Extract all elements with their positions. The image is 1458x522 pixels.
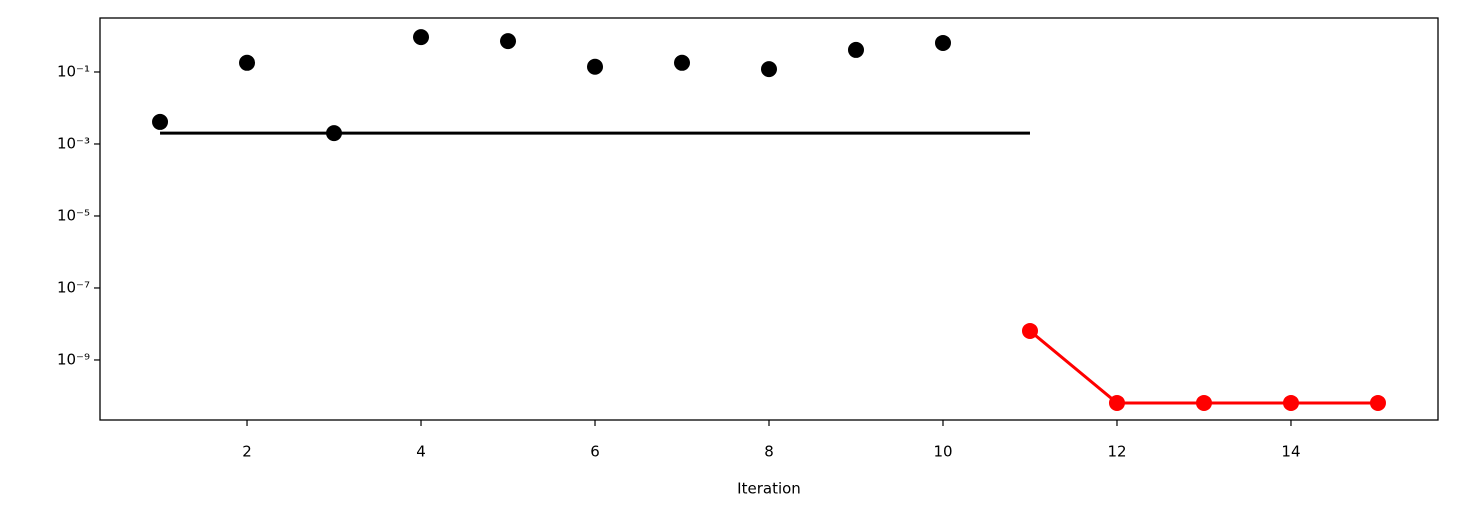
point <box>152 113 169 130</box>
point <box>587 58 604 75</box>
x-axis-label: Iteration <box>737 480 801 498</box>
y-tick-label: 10⁻⁷ <box>57 278 90 296</box>
x-tick-label: 4 <box>416 443 426 461</box>
point <box>934 34 951 51</box>
point <box>1369 394 1386 411</box>
x-tick-label: 8 <box>764 443 774 461</box>
y-tick-label: 10⁻⁹ <box>57 350 90 368</box>
x-tick-label: 6 <box>590 443 600 461</box>
x-tick-label: 12 <box>1107 443 1126 461</box>
series-line <box>1029 329 1378 405</box>
x-tick-label: 14 <box>1281 443 1300 461</box>
y-tick-label: 10⁻¹ <box>57 62 90 80</box>
x-tick-label: 10 <box>933 443 952 461</box>
plot-frame <box>99 17 1439 421</box>
y-tick-label: 10⁻⁵ <box>57 206 90 224</box>
x-tick-label: 2 <box>242 443 252 461</box>
point <box>239 54 256 71</box>
point <box>413 29 430 46</box>
point <box>1108 394 1125 411</box>
point <box>1282 394 1299 411</box>
point <box>1195 394 1212 411</box>
point <box>500 33 517 50</box>
point <box>761 61 777 78</box>
point <box>1021 322 1038 339</box>
y-tick-label: 10⁻³ <box>57 134 90 152</box>
point <box>847 41 864 58</box>
point <box>674 54 691 71</box>
